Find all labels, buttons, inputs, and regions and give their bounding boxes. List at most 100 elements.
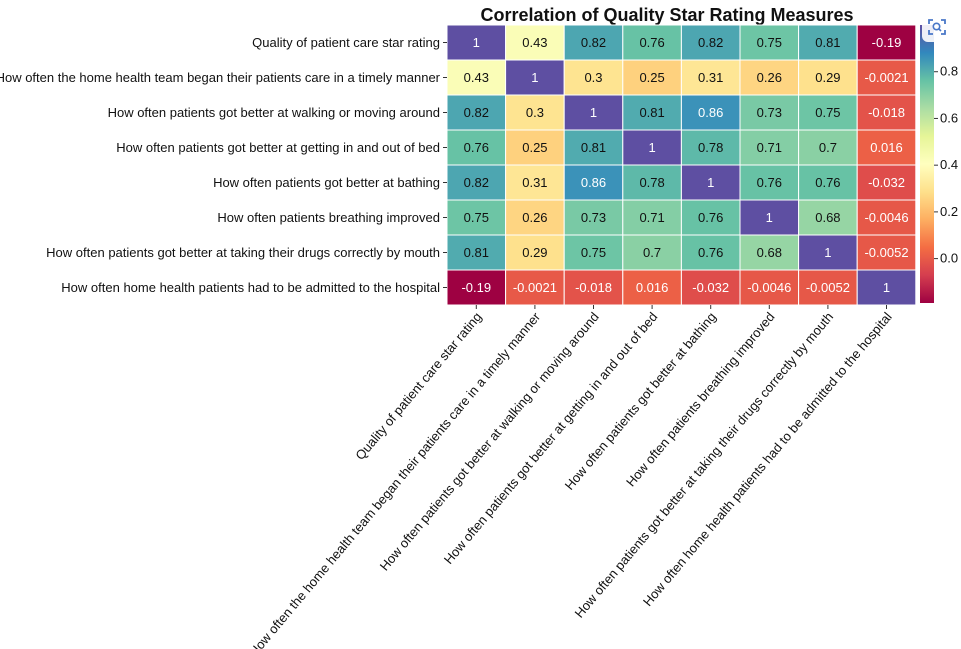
cell-value-label: 0.016	[870, 140, 903, 155]
cell-value-label: 0.82	[581, 35, 606, 50]
cell-value-label: 0.81	[581, 140, 606, 155]
cell-value-label: 0.7	[819, 140, 837, 155]
heatmap-cell	[563, 234, 624, 271]
heatmap-cell	[505, 24, 565, 61]
cell-value-label: -0.0021	[864, 70, 908, 85]
colorbar-tick-label: 0.0	[940, 251, 958, 266]
colorbar	[920, 25, 934, 303]
cell-value-label: 0.75	[581, 245, 606, 260]
cell-value-label: 0.25	[522, 140, 547, 155]
row-tick-label: How often patients breathing improved	[217, 210, 440, 225]
cell-value-label: 0.86	[698, 105, 723, 120]
heatmap-cell	[739, 24, 800, 61]
cell-value-label: -0.018	[868, 105, 905, 120]
cell-value-label: 0.86	[581, 175, 606, 190]
cell-value-label: 0.29	[815, 70, 840, 85]
cell-value-label: 0.29	[522, 245, 547, 260]
heatmap-cell	[446, 24, 507, 61]
heatmap-cell	[856, 269, 917, 306]
cell-value-label: -0.19	[461, 280, 491, 295]
heatmap-cell	[680, 199, 741, 236]
heatmap-cell	[622, 164, 682, 201]
heatmap-cell	[856, 199, 917, 236]
heatmap-cell	[505, 199, 565, 236]
heatmap-cell	[856, 59, 917, 96]
heatmap-cell	[680, 234, 741, 271]
cell-value-label: 0.26	[522, 210, 547, 225]
heatmap-cell	[505, 94, 565, 131]
heatmap-cell	[798, 164, 858, 201]
cell-value-label: 0.82	[464, 175, 489, 190]
cell-value-label: 1	[824, 245, 831, 260]
cell-value-label: -0.032	[692, 280, 729, 295]
cell-value-label: 0.71	[757, 140, 782, 155]
cell-value-label: 0.26	[757, 70, 782, 85]
colorbar-tick-label: 0.6	[940, 110, 958, 125]
heatmap-cell	[563, 94, 624, 131]
cell-value-label: 0.76	[815, 175, 840, 190]
column-tick-label: How often patients got better at getting…	[441, 309, 661, 567]
cell-value-label: 0.82	[464, 105, 489, 120]
cell-value-label: 0.75	[464, 210, 489, 225]
heatmap-cell	[739, 59, 800, 96]
cell-value-label: 0.82	[698, 35, 723, 50]
heatmap-cell	[856, 94, 917, 131]
heatmap-cell	[446, 234, 507, 271]
heatmap-cell	[798, 129, 858, 166]
heatmap-cell	[563, 269, 624, 306]
cell-value-label: 0.76	[639, 35, 664, 50]
colorbar-tick-label: 0.4	[940, 157, 958, 172]
heatmap-cell	[856, 164, 917, 201]
cell-value-label: 0.25	[639, 70, 664, 85]
heatmap-cell	[505, 59, 565, 96]
row-tick-label: How often the home health team began the…	[0, 70, 441, 85]
cell-value-label: 0.78	[639, 175, 664, 190]
cell-value-label: -0.19	[872, 35, 902, 50]
cell-value-label: 0.75	[815, 105, 840, 120]
cell-value-label: 1	[707, 175, 714, 190]
heatmap-cell	[798, 234, 858, 271]
colorbar-tick-label: 0.2	[940, 204, 958, 219]
zoom-scan-icon[interactable]	[922, 12, 952, 42]
heatmap-cell	[739, 234, 800, 271]
row-tick-label: How often home health patients had to be…	[61, 280, 440, 295]
cell-value-label: 0.43	[522, 35, 547, 50]
row-labels: Quality of patient care star rating How o…	[0, 35, 447, 295]
heatmap-cell	[680, 129, 741, 166]
heatmap-cell	[798, 94, 858, 131]
cell-value-label: -0.0046	[864, 210, 908, 225]
heatmap-cell	[798, 199, 858, 236]
cell-value-label: -0.0052	[864, 245, 908, 260]
cell-value-label: 0.76	[464, 140, 489, 155]
row-tick-label: How often patients got better at walking…	[108, 105, 440, 120]
cell-value-label: 1	[883, 280, 890, 295]
cell-value-label: 1	[590, 105, 597, 120]
heatmap-cells: 1 0.43 0.82 0.76 0.82 0.75 0.81 -0.19 0.43 1 0.3 0.…	[446, 24, 917, 306]
column-tick-label: Quality of patient care star rating	[352, 309, 484, 463]
heatmap-cell	[505, 234, 565, 271]
heatmap-cell	[856, 24, 917, 61]
heatmap-cell	[680, 269, 741, 306]
cell-value-label: -0.0021	[513, 280, 557, 295]
heatmap-cell	[563, 129, 624, 166]
cell-value-label: 0.71	[639, 210, 664, 225]
column-tick-label: How often the home health team began the…	[246, 309, 544, 649]
cell-value-label: 0.76	[757, 175, 782, 190]
cell-value-label: 0.3	[526, 105, 544, 120]
cell-value-label: -0.0046	[747, 280, 791, 295]
heatmap-cell	[622, 59, 682, 96]
cell-value-label: 0.68	[815, 210, 840, 225]
cell-value-label: 0.78	[698, 140, 723, 155]
chart-title: Correlation of Quality Star Rating Measu…	[480, 5, 853, 25]
cell-value-label: -0.0052	[806, 280, 850, 295]
heatmap-cell	[856, 234, 917, 271]
row-tick-label: Quality of patient care star rating	[252, 35, 440, 50]
cell-value-label: 0.76	[698, 210, 723, 225]
cell-value-label: 0.73	[581, 210, 606, 225]
heatmap-cell	[739, 94, 800, 131]
heatmap-cell	[622, 129, 682, 166]
heatmap-cell	[622, 94, 682, 131]
cell-value-label: 1	[531, 70, 538, 85]
